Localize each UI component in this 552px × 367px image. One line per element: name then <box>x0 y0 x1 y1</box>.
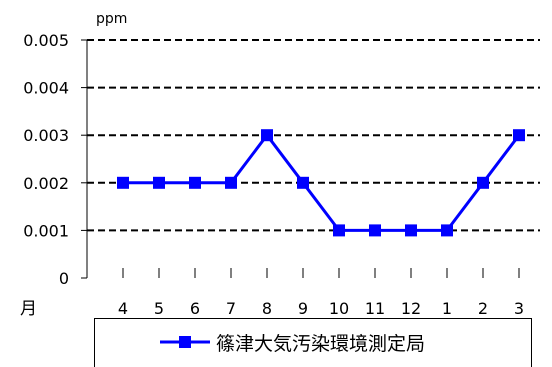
x-tick-label: 11 <box>365 299 385 318</box>
data-point <box>441 224 453 237</box>
y-tick-label: 0.003 <box>23 126 69 145</box>
data-point <box>261 129 273 142</box>
x-tick-label: 4 <box>118 299 128 318</box>
legend-item: 篠津大気汚染環境測定局 <box>160 329 425 355</box>
x-tick-label: 9 <box>298 299 308 318</box>
x-axis-ticks: 4 5 6 7 8 9 10 11 12 1 2 3 <box>118 268 524 318</box>
x-tick-label: 7 <box>226 299 236 318</box>
data-point <box>297 176 309 189</box>
legend-swatch-icon <box>160 336 210 348</box>
grid-lines <box>87 39 540 232</box>
data-point <box>333 224 345 237</box>
y-tick-label: 0.001 <box>23 221 69 240</box>
x-tick-label: 5 <box>154 299 164 318</box>
x-axis-label: 月 <box>20 299 37 319</box>
data-point <box>369 224 381 237</box>
data-point <box>225 176 237 189</box>
y-axis-unit: ppm <box>96 11 127 27</box>
x-tick-label: 3 <box>514 299 524 318</box>
y-tick-label: 0 <box>59 269 69 288</box>
y-tick-label: 0.002 <box>23 174 69 193</box>
data-point <box>477 176 489 189</box>
legend-label: 篠津大気汚染環境測定局 <box>216 332 426 355</box>
y-tick-label: 0.004 <box>23 79 69 98</box>
x-tick-label: 10 <box>329 299 349 318</box>
data-point <box>405 224 417 237</box>
x-tick-label: 8 <box>262 299 272 318</box>
data-point <box>513 129 525 142</box>
data-point <box>117 176 129 189</box>
series-layer <box>117 129 525 237</box>
x-tick-label: 2 <box>478 299 488 318</box>
y-tick-label: 0.005 <box>23 31 69 50</box>
x-tick-label: 6 <box>190 299 200 318</box>
y-axis-ticks: 0 0.001 0.002 0.003 0.004 0.005 <box>23 31 87 288</box>
data-point <box>189 176 201 189</box>
data-point <box>153 176 165 189</box>
legend: 篠津大気汚染環境測定局 <box>94 318 532 367</box>
x-tick-label: 12 <box>401 299 421 318</box>
x-tick-label: 1 <box>442 299 452 318</box>
